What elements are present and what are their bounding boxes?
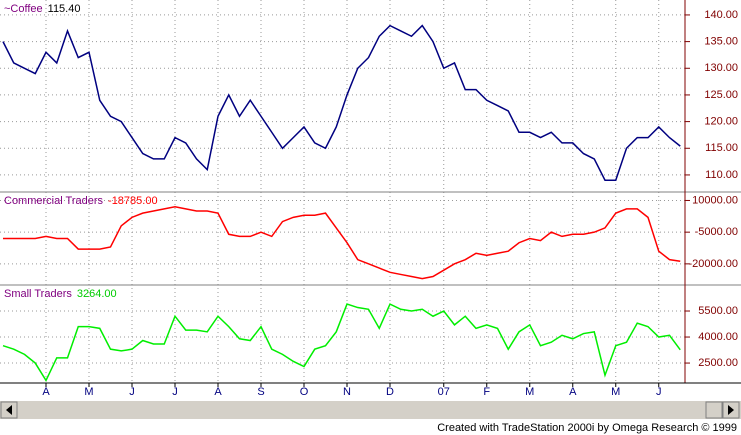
- scroll-track: [0, 401, 741, 419]
- pane-title: ~Coffee 115.40: [4, 3, 80, 15]
- series-line: [3, 206, 681, 280]
- arrow: [728, 405, 734, 415]
- x-tick-label: N: [343, 386, 351, 398]
- x-tick-label: J: [129, 386, 135, 398]
- pane-readout: -18785.00: [108, 195, 158, 207]
- x-tick-label: J: [656, 386, 662, 398]
- scrollbar[interactable]: [0, 401, 741, 419]
- y-tick-label: 130.00: [704, 62, 738, 74]
- x-tick-label: F: [483, 386, 490, 398]
- pane-title-label: Commercial Traders: [4, 195, 104, 207]
- y-tick-label: 120.00: [704, 116, 738, 128]
- pane-title-label: ~Coffee: [4, 3, 43, 15]
- pane-readout: 115.40: [48, 3, 81, 15]
- x-tick-label: D: [386, 386, 394, 398]
- y-tick-label: 4000.00: [698, 331, 738, 343]
- y-tick-label: 115.00: [705, 142, 738, 154]
- scroll-thumb[interactable]: [705, 401, 723, 419]
- series-line: [2, 303, 681, 382]
- pane-readout: 3264.00: [77, 288, 117, 300]
- pane-title-label: Small Traders: [4, 288, 72, 300]
- y-tick-label: -20000.00: [688, 258, 738, 270]
- y-tick-label: 2500.00: [698, 357, 738, 369]
- y-tick-label: 125.00: [704, 89, 738, 101]
- x-tick-label: J: [172, 386, 178, 398]
- x-tick-label: S: [257, 386, 264, 398]
- y-tick-label: 10000.00: [692, 194, 738, 206]
- x-tick-label: A: [214, 386, 222, 398]
- pane-title: Commercial Traders -18785.00: [4, 195, 158, 207]
- x-tick-label: M: [611, 386, 620, 398]
- y-tick-label: 5500.00: [698, 305, 738, 317]
- x-tick-label: 07: [438, 386, 450, 398]
- arrow: [6, 405, 12, 415]
- x-tick-label: A: [569, 386, 577, 398]
- x-tick-label: A: [42, 386, 50, 398]
- y-tick-label: 135.00: [704, 36, 738, 48]
- footer: Created with TradeStation 2000i by Omega…: [437, 422, 737, 434]
- y-tick-label: 110.00: [705, 169, 738, 181]
- series-line: [2, 24, 681, 182]
- y-tick-label: 140.00: [704, 9, 738, 21]
- x-tick-label: M: [525, 386, 534, 398]
- y-tick-label: -5000.00: [695, 226, 738, 238]
- x-tick-label: O: [300, 386, 309, 398]
- pane-title: Small Traders 3264.00: [4, 288, 117, 300]
- x-tick-label: M: [84, 386, 93, 398]
